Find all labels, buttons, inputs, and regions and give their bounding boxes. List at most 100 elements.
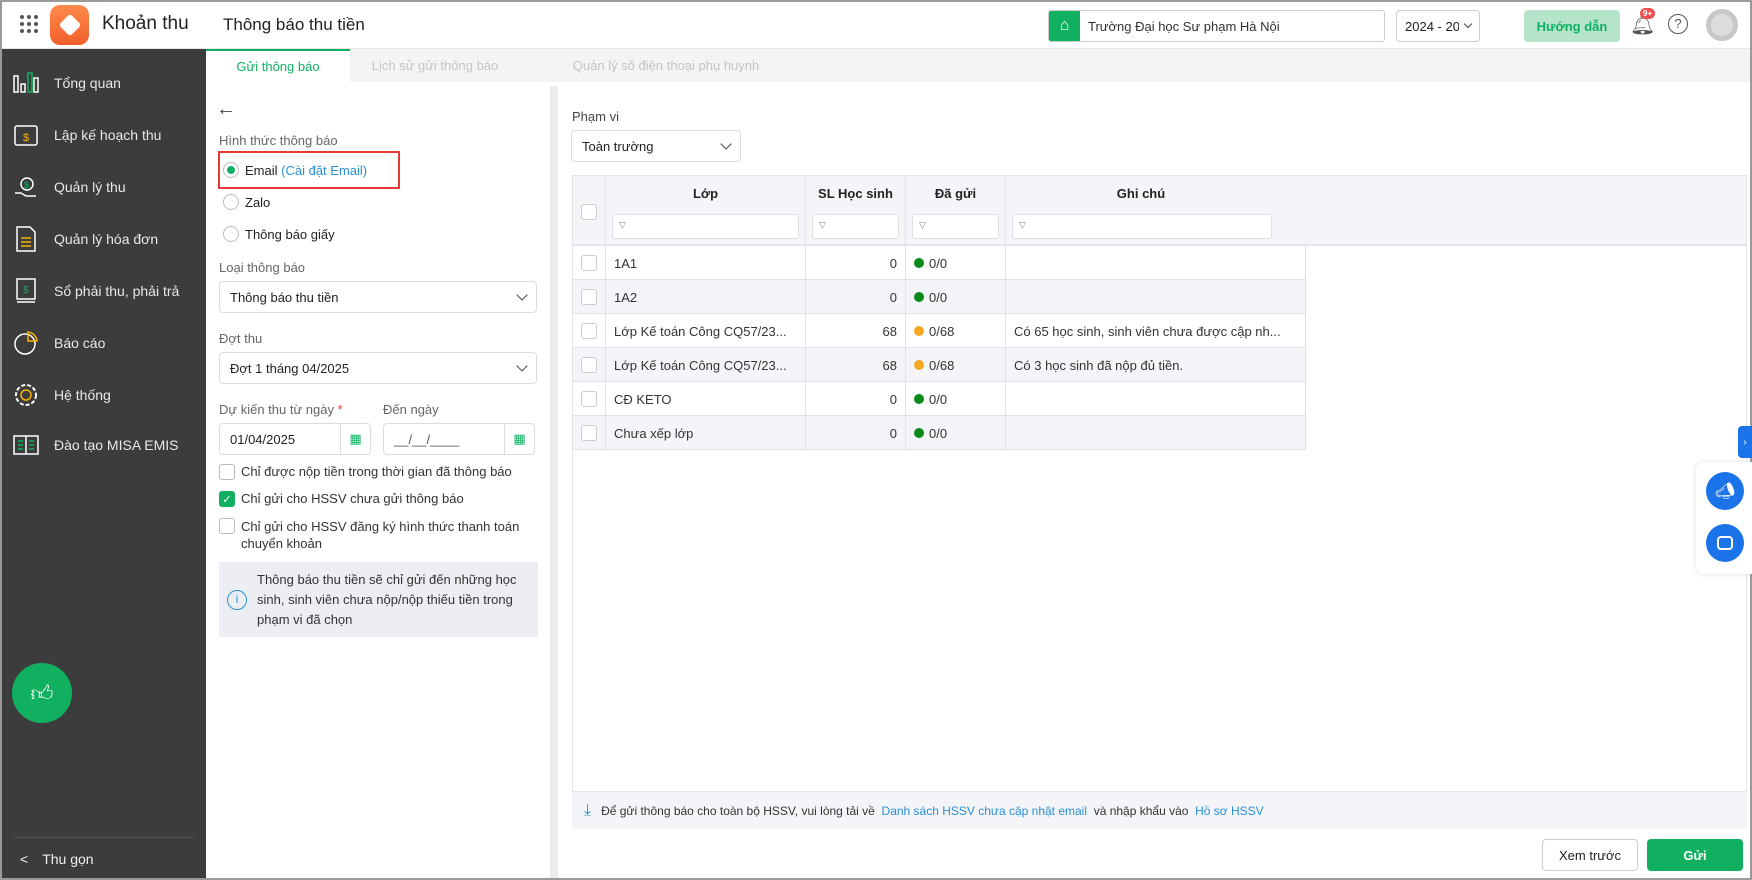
send-button[interactable]: Gửi bbox=[1647, 839, 1743, 871]
scope-value: Toàn trường bbox=[582, 138, 654, 154]
column-header-sent[interactable]: Đã gửi bbox=[934, 186, 977, 201]
filter-note[interactable]: ▽ bbox=[1012, 214, 1272, 239]
row-checkbox[interactable] bbox=[581, 357, 597, 373]
radio-email[interactable]: Email (Cài đặt Email) bbox=[223, 162, 367, 178]
to-date-label: Đến ngày bbox=[383, 402, 439, 417]
footer-note: ⤓ Để gửi thông báo cho toàn bộ HSSV, vui… bbox=[572, 792, 1747, 829]
checkbox-label: Chỉ gửi cho HSSV chưa gửi thông báo bbox=[241, 491, 464, 506]
guide-button[interactable]: Hướng dẫn bbox=[1524, 10, 1620, 42]
table-row[interactable]: CĐ KETO 0 0/0 bbox=[573, 382, 1306, 416]
sidebar-item-tong-quan[interactable]: Tổng quan bbox=[2, 63, 206, 103]
chat-icon[interactable] bbox=[1706, 524, 1744, 562]
column-header-note[interactable]: Ghi chú bbox=[1116, 186, 1166, 201]
filter-count[interactable]: ▽ bbox=[812, 214, 899, 239]
download-list-link[interactable]: Danh sách HSSV chưa cập nhật email bbox=[881, 803, 1088, 818]
row-checkbox[interactable] bbox=[581, 255, 597, 271]
sidebar-item-label: Quản lý thu bbox=[54, 179, 126, 195]
sidebar-item-label: Báo cáo bbox=[54, 335, 106, 351]
bell-icon[interactable]: 🔔︎ 9+ bbox=[1630, 8, 1656, 36]
school-selector[interactable]: ⌂ Trường Đại học Sư phạm Hà Nội bbox=[1048, 10, 1385, 42]
note-text-mid: và nhập khẩu vào bbox=[1093, 803, 1189, 818]
status-dot bbox=[914, 428, 924, 438]
sidebar-item-bao-cao[interactable]: Báo cáo bbox=[2, 323, 206, 363]
table-row[interactable]: 1A1 0 0/0 bbox=[573, 246, 1306, 280]
tab-lich-su[interactable]: Lịch sử gửi thông báo bbox=[371, 58, 499, 73]
note-cell bbox=[1006, 246, 1305, 280]
type-value: Thông báo thu tiền bbox=[230, 289, 339, 305]
chevron-down-icon bbox=[720, 138, 732, 150]
expand-panel-tab[interactable]: › bbox=[1738, 426, 1752, 458]
sidebar-item-he-thong[interactable]: Hệ thống bbox=[2, 375, 206, 415]
info-icon: i bbox=[227, 589, 247, 610]
calendar-icon[interactable]: ▦ bbox=[504, 424, 534, 454]
checkbox-pay-within-time[interactable]: Chỉ được nộp tiền trong thời gian đã thô… bbox=[219, 464, 512, 480]
row-checkbox[interactable] bbox=[581, 391, 597, 407]
from-date-input[interactable]: 01/04/2025 ▦ bbox=[219, 423, 371, 455]
count-cell: 0 bbox=[806, 382, 906, 416]
sidebar-item-lap-ke-hoach-thu[interactable]: $ Lập kế hoạch thu bbox=[2, 115, 206, 155]
table-row[interactable]: Lớp Kế toán Công CQ57/23... 68 0/68 Có 6… bbox=[573, 314, 1306, 348]
note-cell: Có 3 học sinh đã nộp đủ tiền. bbox=[1014, 357, 1184, 373]
panel-divider[interactable] bbox=[550, 86, 558, 878]
row-checkbox[interactable] bbox=[581, 425, 597, 441]
back-arrow-icon[interactable]: ← bbox=[216, 98, 236, 120]
megaphone-icon[interactable]: 📣︎ bbox=[1706, 472, 1744, 510]
select-all-checkbox[interactable] bbox=[581, 204, 597, 220]
floating-widget-panel: 📣︎ bbox=[1696, 462, 1752, 574]
sidebar-item-label: Lập kế hoạch thu bbox=[54, 127, 162, 143]
method-label: Hình thức thông báo bbox=[219, 133, 338, 148]
collapse-label: Thu gọn bbox=[42, 851, 94, 867]
collapse-button[interactable]: < Thu gọn bbox=[20, 851, 94, 867]
row-checkbox[interactable] bbox=[581, 323, 597, 339]
type-select[interactable]: Thông báo thu tiền bbox=[219, 281, 537, 313]
radio-zalo[interactable]: Zalo bbox=[223, 194, 270, 210]
sidebar-item-quan-ly-hoa-don[interactable]: Quản lý hóa đơn bbox=[2, 219, 206, 259]
checkbox-only-unsent[interactable]: ✓ Chỉ gửi cho HSSV chưa gửi thông báo bbox=[219, 491, 464, 507]
sent-cell: 0/0 bbox=[929, 255, 948, 271]
svg-text:$: $ bbox=[23, 132, 29, 144]
sidebar-item-quan-ly-thu[interactable]: $ Quản lý thu bbox=[2, 167, 206, 207]
avatar[interactable] bbox=[1706, 9, 1738, 41]
info-text: Thông báo thu tiền sẽ chỉ gửi đến những … bbox=[257, 571, 517, 627]
status-dot bbox=[914, 292, 924, 302]
class-cell: 1A2 bbox=[606, 280, 806, 314]
filter-class[interactable]: ▽ bbox=[612, 214, 799, 239]
column-header-class[interactable]: Lớp bbox=[692, 186, 719, 201]
tab-quan-ly-sdt[interactable]: Quản lý số điện thoại phụ huynh bbox=[572, 58, 760, 73]
sent-cell: 0/68 bbox=[929, 357, 955, 373]
page-title: Thông báo thu tiền bbox=[223, 15, 365, 34]
table-row[interactable]: 1A2 0 0/0 bbox=[573, 280, 1306, 314]
status-dot bbox=[914, 326, 924, 336]
class-cell: Lớp Kế toán Công CQ57/23... bbox=[606, 314, 806, 348]
svg-text:$: $ bbox=[24, 180, 29, 190]
row-checkbox[interactable] bbox=[581, 289, 597, 305]
column-header-count[interactable]: SL Học sinh bbox=[818, 186, 893, 201]
period-select[interactable]: Đợt 1 tháng 04/2025 bbox=[219, 352, 537, 384]
type-label: Loại thông báo bbox=[219, 260, 306, 275]
note-cell bbox=[1006, 382, 1305, 416]
table-row[interactable]: Lớp Kế toán Công CQ57/23... 68 0/68 Có 3… bbox=[573, 348, 1306, 382]
filter-sent[interactable]: ▽ bbox=[912, 214, 999, 239]
table-row[interactable]: Chưa xếp lớp 0 0/0 bbox=[573, 416, 1306, 450]
scope-select[interactable]: Toàn trường bbox=[571, 130, 741, 162]
email-settings-link[interactable]: (Cài đặt Email) bbox=[281, 162, 368, 178]
feedback-thumbs-up-icon[interactable]: 👍︎ bbox=[12, 663, 72, 723]
checkbox-label: Chỉ gửi cho HSSV đăng ký hình thức thanh… bbox=[241, 519, 520, 551]
class-cell: Chưa xếp lớp bbox=[606, 416, 806, 450]
preview-button[interactable]: Xem trước bbox=[1542, 839, 1638, 871]
from-date-label: Dự kiến thu từ ngày * bbox=[219, 402, 343, 417]
radio-paper[interactable]: Thông báo giấy bbox=[223, 226, 335, 242]
calendar-icon[interactable]: ▦ bbox=[340, 424, 370, 454]
sidebar-item-so-phai-thu[interactable]: $ Sổ phải thu, phải trả bbox=[2, 271, 206, 311]
sidebar-item-dao-tao[interactable]: Đào tạo MISA EMIS bbox=[2, 425, 206, 465]
checkbox-bank-transfer[interactable]: Chỉ gửi cho HSSV đăng ký hình thức thanh… bbox=[219, 518, 539, 552]
tab-gui-thong-bao[interactable]: Gửi thông báo bbox=[206, 49, 350, 82]
to-date-input[interactable]: __/__/____ ▦ bbox=[383, 423, 535, 455]
year-select[interactable]: 2024 - 2025 bbox=[1396, 10, 1480, 42]
to-date-placeholder: __/__/____ bbox=[394, 431, 460, 447]
help-icon[interactable]: ? bbox=[1668, 14, 1688, 34]
sidebar-item-label: Hệ thống bbox=[54, 387, 111, 403]
note-cell: Có 65 học sinh, sinh viên chưa được cập … bbox=[1014, 323, 1281, 339]
student-profile-link[interactable]: Hồ sơ HSSV bbox=[1195, 803, 1264, 818]
app-grid-icon[interactable] bbox=[20, 15, 38, 33]
